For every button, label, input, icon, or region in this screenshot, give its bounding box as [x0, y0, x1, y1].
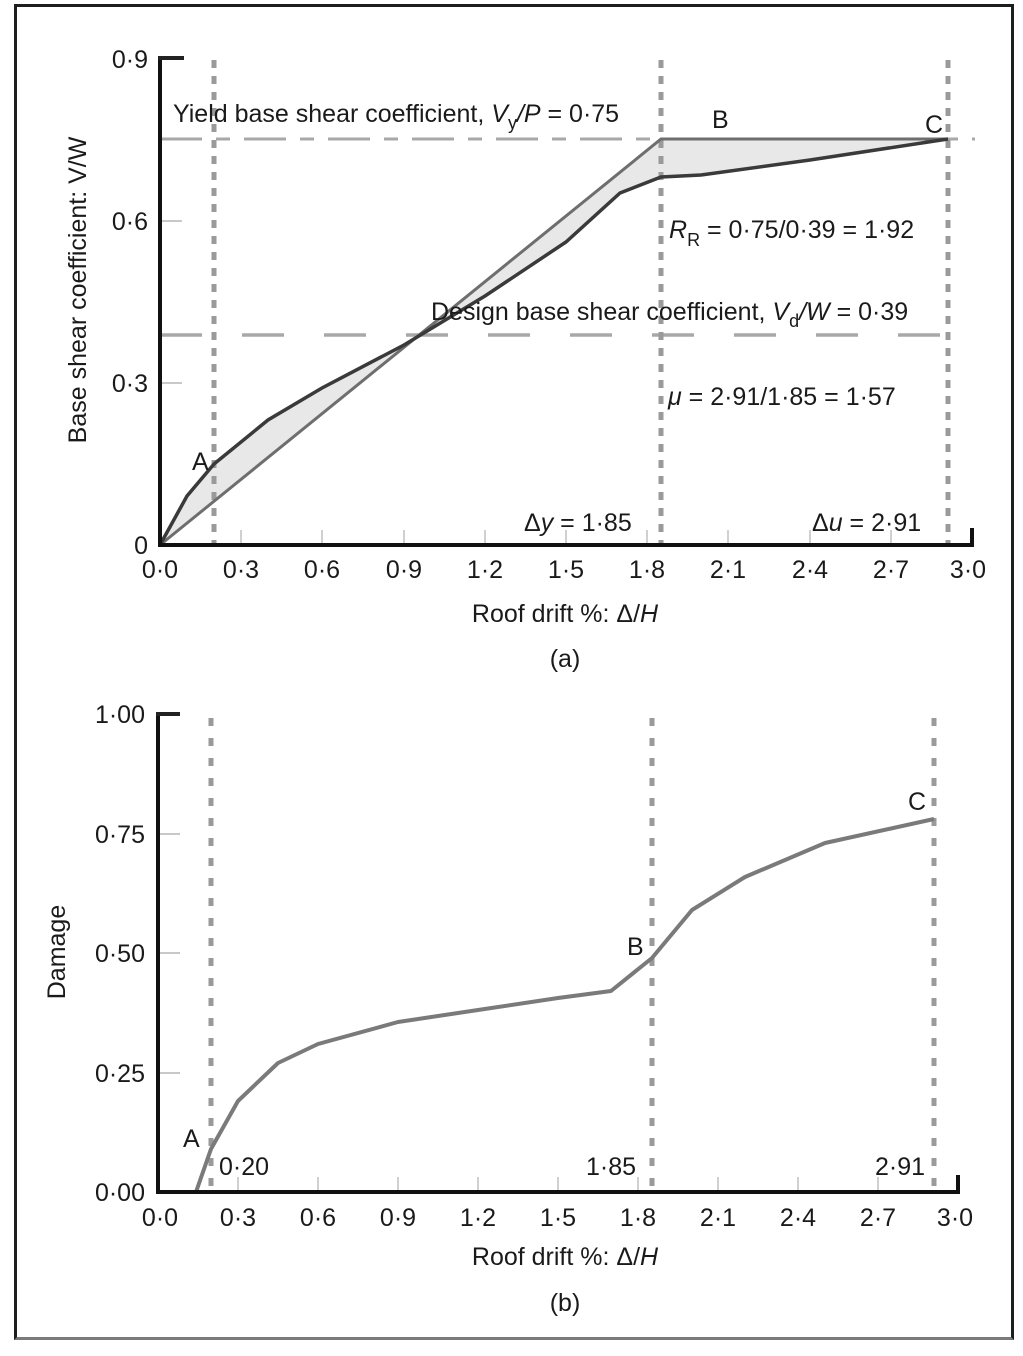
- x-ticks-marks-a: [240, 530, 892, 543]
- x-tick-b: 0·0: [142, 1204, 178, 1232]
- y-ticks-marks-a: [162, 220, 182, 384]
- x-tick-b: 2·7: [860, 1204, 896, 1232]
- value-185-label: 1·85: [586, 1153, 636, 1181]
- x-tick-b: 0·9: [380, 1204, 416, 1232]
- y-tick-labels-b: 0·00 0·25 0·50 0·75 1·00: [95, 701, 145, 1207]
- x-tick-a: 1·8: [629, 556, 665, 584]
- y-tick-a: 0·6: [112, 208, 148, 236]
- mu-annotation: μ = 2·91/1·85 = 1·57: [667, 383, 896, 411]
- y-axis-label-b: Damage: [43, 905, 71, 1000]
- x-axis-label-b: Roof drift %: Δ/H: [472, 1243, 659, 1271]
- shaded-area-a: [160, 139, 948, 545]
- y-tick-a: 0·3: [112, 370, 148, 398]
- y-tick-b: 0·25: [95, 1060, 145, 1088]
- yield-shear-label: Yield base shear coefficient, Vy/P = 0·7…: [173, 100, 619, 133]
- x-tick-a: 0·6: [304, 556, 340, 584]
- damage-curve: [194, 817, 935, 1193]
- y-tick-b: 0·00: [95, 1179, 145, 1207]
- x-tick-a: 1·2: [467, 556, 503, 584]
- point-c-label-a: C: [925, 111, 943, 139]
- pushover-curve: [158, 137, 949, 546]
- delta-u-label: Δu = 2·91: [812, 509, 921, 537]
- x-ticks-marks-b: [237, 1177, 879, 1190]
- bilinear-curve: [159, 137, 948, 547]
- x-tick-b: 0·3: [220, 1204, 256, 1232]
- point-a-label-b: A: [183, 1125, 200, 1153]
- x-tick-b: 1·5: [540, 1204, 576, 1232]
- panel-label-b: (b): [550, 1289, 581, 1317]
- x-tick-labels-b: 0·0 0·3 0·6 0·9 1·2 1·5 1·8 2·1 2·4 2·7 …: [142, 1204, 973, 1232]
- x-tick-a: 0·0: [142, 556, 178, 584]
- point-b-label-b: B: [627, 933, 644, 961]
- chart-a: 0 0·3 0·6 0·9 0·0 0·3 0·6 0·9 1·2 1·5 1·…: [64, 46, 986, 673]
- y-tick-b: 1·00: [95, 701, 145, 729]
- y-tick-a: 0: [134, 532, 148, 560]
- x-tick-a: 2·1: [710, 556, 746, 584]
- x-tick-b: 1·2: [460, 1204, 496, 1232]
- point-c-label-b: C: [908, 788, 926, 816]
- x-tick-a: 2·7: [873, 556, 909, 584]
- x-tick-labels-a: 0·0 0·3 0·6 0·9 1·2 1·5 1·8 2·1 2·4 2·7 …: [142, 556, 986, 584]
- x-axis-label-a: Roof drift %: Δ/H: [472, 600, 659, 628]
- x-tick-a: 2·4: [792, 556, 828, 584]
- point-a-label-a: A: [192, 448, 209, 476]
- figure-frame: [14, 4, 1014, 1340]
- x-tick-b: 0·6: [300, 1204, 336, 1232]
- value-020-label: 0·20: [219, 1153, 269, 1181]
- x-tick-a: 0·3: [223, 556, 259, 584]
- y-ticks-marks-b: [160, 833, 180, 1074]
- x-tick-b: 3·0: [937, 1204, 973, 1232]
- value-291-label: 2·91: [875, 1153, 925, 1181]
- x-tick-b: 1·8: [620, 1204, 656, 1232]
- x-tick-a: 0·9: [386, 556, 422, 584]
- x-tick-b: 2·1: [700, 1204, 736, 1232]
- y-tick-a: 0·9: [112, 46, 148, 74]
- panel-label-a: (a): [550, 645, 581, 673]
- delta-y-label: Δy = 1·85: [524, 509, 632, 537]
- x-tick-a: 3·0: [950, 556, 986, 584]
- point-b-label-a: B: [712, 106, 729, 134]
- rr-annotation: RR = 0·75/0·39 = 1·92: [669, 216, 914, 250]
- design-shear-label: Design base shear coefficient, Vd/W = 0·…: [431, 298, 908, 331]
- y-axis-label-a: Base shear coefficient: V/W: [64, 136, 92, 443]
- x-tick-a: 1·5: [548, 556, 584, 584]
- y-tick-b: 0·50: [95, 940, 145, 968]
- x-tick-b: 2·4: [780, 1204, 816, 1232]
- chart-b: 0·00 0·25 0·50 0·75 1·00 0·0 0·3 0·6 0·9…: [43, 701, 973, 1317]
- y-tick-b: 0·75: [95, 821, 145, 849]
